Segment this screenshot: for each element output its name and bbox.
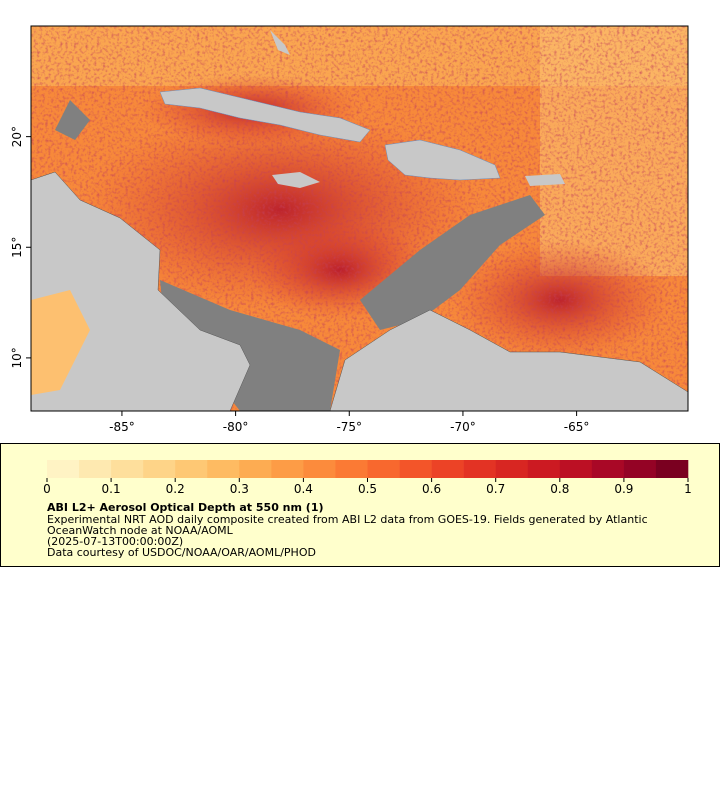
colorbar-swatch bbox=[207, 460, 240, 478]
description-line: OceanWatch node at NOAA/AOML bbox=[47, 524, 234, 537]
colorbar-swatch bbox=[495, 460, 529, 478]
colorbar-swatch bbox=[239, 460, 272, 478]
colorbar-tick-label: 0.4 bbox=[294, 482, 313, 496]
colorbar-swatch bbox=[367, 460, 400, 478]
colorbar-swatch bbox=[143, 460, 176, 478]
legend-title: ABI L2+ Aerosol Optical Depth at 550 nm … bbox=[47, 501, 324, 514]
colorbar-swatch bbox=[655, 460, 689, 478]
y-tick-label: 15° bbox=[10, 237, 24, 258]
colorbar-tick-label: 0.2 bbox=[166, 482, 185, 496]
colorbar-swatch bbox=[47, 460, 80, 478]
colorbar-swatch bbox=[591, 460, 625, 478]
colorbar-tick-label: 0.8 bbox=[550, 482, 569, 496]
colorbar-tick-label: 0.1 bbox=[102, 482, 121, 496]
y-tick-label: 20° bbox=[10, 126, 24, 147]
x-tick-label: -80° bbox=[223, 420, 249, 434]
colorbar-swatch bbox=[623, 460, 657, 478]
x-tick-label: -70° bbox=[450, 420, 476, 434]
colorbar-swatch bbox=[463, 460, 496, 478]
colorbar-tick-label: 0.5 bbox=[358, 482, 377, 496]
colorbar-swatch bbox=[335, 460, 368, 478]
colorbar-swatch bbox=[399, 460, 432, 478]
aod-map bbox=[31, 26, 688, 411]
date: (2025-07-13T00:00:00Z) bbox=[47, 535, 183, 548]
x-tick-label: -65° bbox=[564, 420, 590, 434]
map-frame bbox=[30, 25, 689, 412]
colorbar-swatch bbox=[559, 460, 593, 478]
credit: Data courtesy of USDOC/NOAA/OAR/AOML/PHO… bbox=[47, 546, 316, 559]
colorbar-swatch bbox=[111, 460, 144, 478]
colorbar-swatch bbox=[175, 460, 208, 478]
colorbar-swatch bbox=[271, 460, 304, 478]
colorbar-tick-label: 0.3 bbox=[230, 482, 249, 496]
description-line: Experimental NRT AOD daily composite cre… bbox=[47, 513, 648, 526]
colorbar-swatch bbox=[431, 460, 464, 478]
colorbar-tick-label: 0.7 bbox=[486, 482, 505, 496]
colorbar-tick-label: 1 bbox=[684, 482, 692, 496]
colorbar-swatch bbox=[303, 460, 336, 478]
colorbar-tick-label: 0 bbox=[43, 482, 51, 496]
colorbar-tick-label: 0.6 bbox=[422, 482, 441, 496]
colorbar-swatch bbox=[79, 460, 112, 478]
y-tick-label: 10° bbox=[10, 347, 24, 368]
x-tick-label: -75° bbox=[336, 420, 362, 434]
x-tick-label: -85° bbox=[109, 420, 135, 434]
colorbar-swatch bbox=[527, 460, 561, 478]
colorbar-tick-label: 0.9 bbox=[614, 482, 633, 496]
